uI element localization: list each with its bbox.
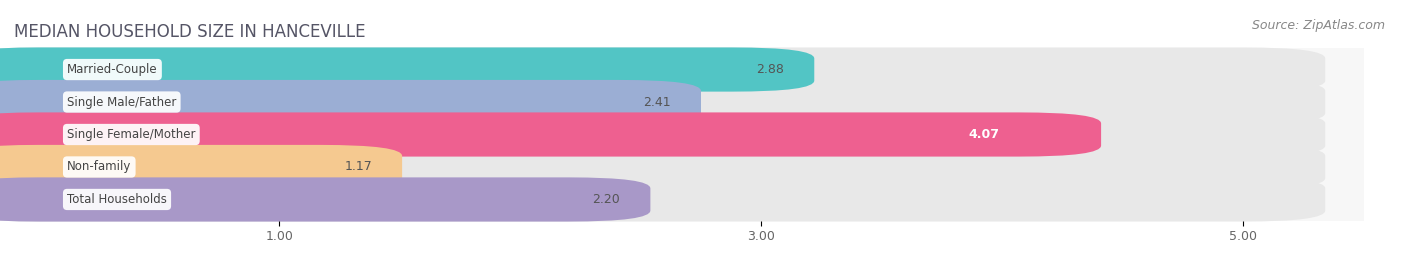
FancyBboxPatch shape bbox=[0, 145, 1326, 189]
Text: Non-family: Non-family bbox=[67, 161, 132, 174]
FancyBboxPatch shape bbox=[0, 80, 702, 124]
Text: 1.17: 1.17 bbox=[344, 161, 373, 174]
FancyBboxPatch shape bbox=[0, 112, 1101, 157]
Text: 4.07: 4.07 bbox=[969, 128, 1000, 141]
Text: Married-Couple: Married-Couple bbox=[67, 63, 157, 76]
Text: Total Households: Total Households bbox=[67, 193, 167, 206]
FancyBboxPatch shape bbox=[0, 145, 402, 189]
Text: Single Male/Father: Single Male/Father bbox=[67, 95, 177, 108]
FancyBboxPatch shape bbox=[0, 177, 1326, 222]
FancyBboxPatch shape bbox=[0, 112, 1326, 157]
FancyBboxPatch shape bbox=[0, 47, 1326, 92]
Text: 2.41: 2.41 bbox=[643, 95, 671, 108]
Text: MEDIAN HOUSEHOLD SIZE IN HANCEVILLE: MEDIAN HOUSEHOLD SIZE IN HANCEVILLE bbox=[14, 23, 366, 41]
Text: Source: ZipAtlas.com: Source: ZipAtlas.com bbox=[1251, 19, 1385, 32]
Text: Single Female/Mother: Single Female/Mother bbox=[67, 128, 195, 141]
FancyBboxPatch shape bbox=[0, 80, 1326, 124]
FancyBboxPatch shape bbox=[0, 177, 651, 222]
Text: 2.20: 2.20 bbox=[592, 193, 620, 206]
Text: 2.88: 2.88 bbox=[756, 63, 785, 76]
FancyBboxPatch shape bbox=[0, 47, 814, 92]
